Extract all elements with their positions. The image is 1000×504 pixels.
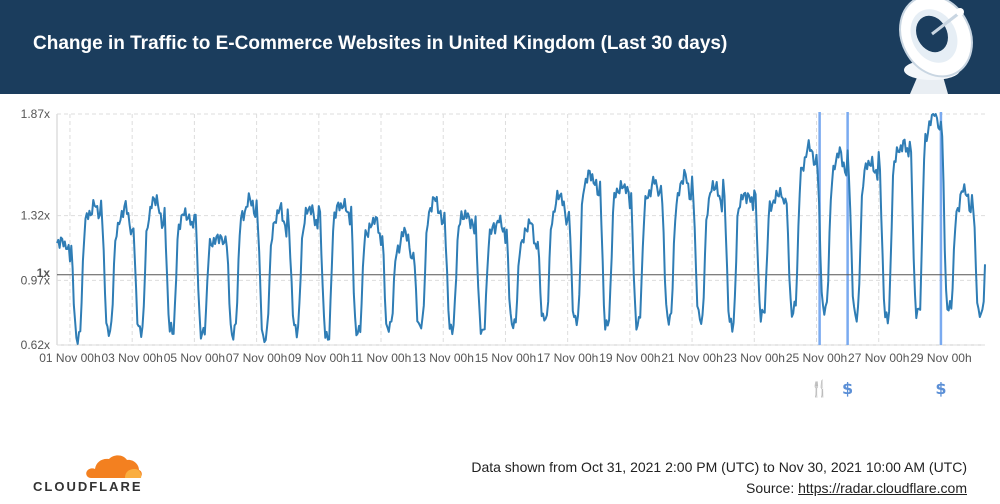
x-tick-label: 01 Nov 00h (39, 351, 100, 365)
x-axis: 01 Nov 00h 03 Nov 00h 05 Nov 00h 07 Nov 00h… (39, 351, 971, 365)
x-tick-label: 29 Nov 00h (910, 351, 971, 365)
x-tick-label: 13 Nov 00h (413, 351, 474, 365)
satellite-dish-icon (899, 0, 973, 94)
y-tick-label: 1.87x (21, 107, 50, 121)
y-tick-label: 1.32x (21, 209, 50, 223)
header-bar: Change in Traffic to E-Commerce Websites… (0, 0, 1000, 94)
logo-wordmark: CLOUDFLARE (33, 479, 143, 494)
x-tick-label: 23 Nov 00h (724, 351, 785, 365)
x-tick-label: 21 Nov 00h (661, 351, 722, 365)
traffic-series-line (56, 113, 986, 345)
page-title: Change in Traffic to E-Commerce Websites… (33, 33, 728, 54)
x-tick-label: 11 Nov 00h (351, 351, 412, 365)
cloud-icon (86, 455, 142, 478)
x-tick-label: 09 Nov 00h (288, 351, 349, 365)
x-tick-label: 19 Nov 00h (599, 351, 660, 365)
event-marker-icon: $ (842, 379, 853, 398)
event-marker-icon: $ (935, 379, 946, 398)
x-tick-label: 27 Nov 00h (848, 351, 909, 365)
y-tick-label: 0.62x (21, 338, 50, 352)
event-marker-icon: 🍴 (810, 379, 830, 398)
date-range-text: Data shown from Oct 31, 2021 2:00 PM (UT… (471, 459, 967, 475)
x-tick-label: 07 Nov 00h (226, 351, 287, 365)
y-tick-label: 0.97x (21, 273, 50, 287)
x-tick-label: 25 Nov 00h (786, 351, 847, 365)
baseline-1x-label: 1x (37, 266, 51, 280)
footer-info: Data shown from Oct 31, 2021 2:00 PM (UT… (471, 457, 967, 499)
source-link[interactable]: https://radar.cloudflare.com (798, 480, 967, 496)
x-tick-label: 05 Nov 00h (164, 351, 225, 365)
line-chart: 🍴 $ $ 1x 0.62x 0.97x 1.32x 1.87x 01 Nov 00h 03… (21, 107, 986, 398)
y-axis: 0.62x 0.97x 1.32x 1.87x (21, 107, 50, 352)
cloudflare-logo: CLOUDFLARE (33, 452, 143, 494)
x-tick-label: 15 Nov 00h (475, 351, 536, 365)
source-label: Source: (745, 480, 799, 496)
x-tick-label: 03 Nov 00h (101, 351, 162, 365)
x-tick-label: 17 Nov 00h (537, 351, 598, 365)
source-line: Source: https://radar.cloudflare.com (471, 478, 967, 499)
